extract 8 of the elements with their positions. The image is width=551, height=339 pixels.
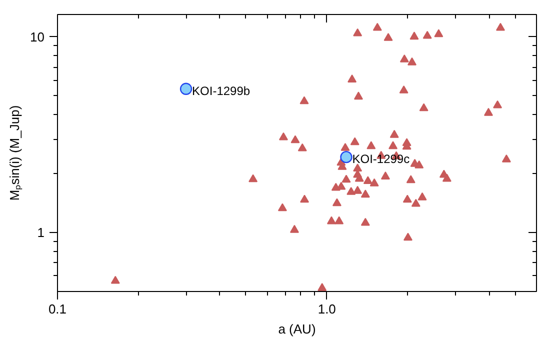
annotation: KOI-1299c: [352, 152, 410, 166]
annotation: KOI-1299b: [192, 84, 250, 98]
x-axis-title: a (AU): [278, 322, 316, 336]
y-tick-label: 10: [30, 29, 45, 44]
x-tick-label: 1.0: [318, 302, 336, 316]
x-tick-label: 0.1: [48, 302, 67, 316]
y-tick-label: 1: [37, 225, 45, 240]
y-axis-title: Mₚsin(i) (M_Jup): [7, 105, 24, 201]
